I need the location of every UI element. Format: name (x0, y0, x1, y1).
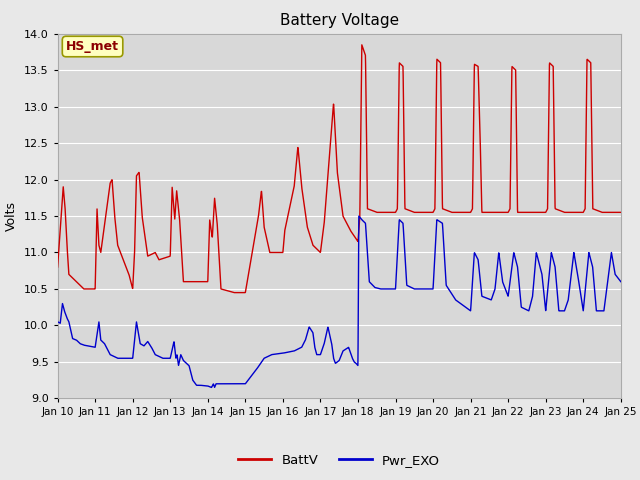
Title: Battery Voltage: Battery Voltage (280, 13, 399, 28)
Text: HS_met: HS_met (66, 40, 119, 53)
Legend: BattV, Pwr_EXO: BattV, Pwr_EXO (233, 448, 445, 472)
Y-axis label: Volts: Volts (5, 201, 19, 231)
